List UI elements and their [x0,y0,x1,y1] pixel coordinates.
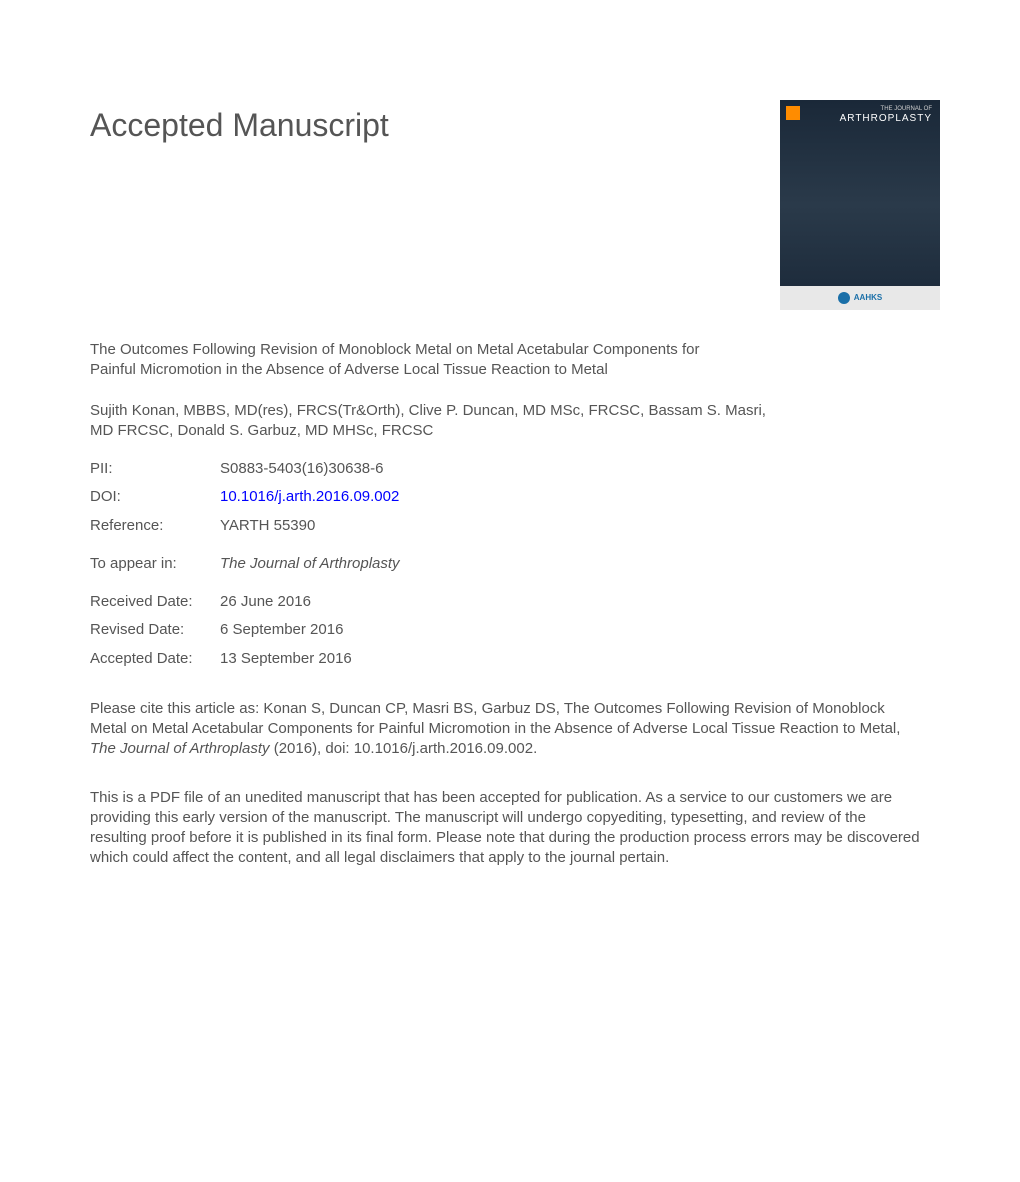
article-title: The Outcomes Following Revision of Monob… [90,340,730,381]
revised-date-row: Revised Date: 6 September 2016 [90,620,930,640]
journal-cover-thumbnail: THE JOURNAL OF ARTHROPLASTY AAHKS [780,100,940,310]
metadata-table: PII: S0883-5403(16)30638-6 DOI: 10.1016/… [90,459,930,536]
citation-prefix: Please cite this article as: Konan S, Du… [90,700,900,737]
received-date-row: Received Date: 26 June 2016 [90,592,930,612]
doi-row: DOI: 10.1016/j.arth.2016.09.002 [90,487,930,507]
dates-block: Received Date: 26 June 2016 Revised Date… [90,592,930,669]
to-appear-value: The Journal of Arthroplasty [220,554,400,574]
pii-row: PII: S0883-5403(16)30638-6 [90,459,930,479]
elsevier-logo-icon [786,106,800,120]
disclaimer-text: This is a PDF file of an unedited manusc… [90,788,920,869]
society-name: AAHKS [854,293,882,304]
reference-value: YARTH 55390 [220,516,315,536]
received-date-label: Received Date: [90,592,220,612]
citation-block: Please cite this article as: Konan S, Du… [90,699,910,760]
journal-cover-top-label: THE JOURNAL OF [840,106,932,113]
accepted-date-label: Accepted Date: [90,649,220,669]
revised-date-label: Revised Date: [90,620,220,640]
accepted-manuscript-heading: Accepted Manuscript [90,104,389,147]
journal-cover-name: ARTHROPLASTY [840,113,932,124]
received-date-value: 26 June 2016 [220,592,311,612]
citation-suffix: (2016), doi: 10.1016/j.arth.2016.09.002. [270,740,538,757]
journal-cover-bottom-bar: AAHKS [780,286,940,310]
citation-journal: The Journal of Arthroplasty [90,740,270,757]
revised-date-value: 6 September 2016 [220,620,343,640]
authors-list: Sujith Konan, MBBS, MD(res), FRCS(Tr&Ort… [90,401,790,442]
doi-label: DOI: [90,487,220,507]
accepted-date-row: Accepted Date: 13 September 2016 [90,649,930,669]
header-row: Accepted Manuscript THE JOURNAL OF ARTHR… [90,100,930,310]
accepted-date-value: 13 September 2016 [220,649,352,669]
reference-label: Reference: [90,516,220,536]
to-appear-label: To appear in: [90,554,220,574]
society-logo-icon [838,292,850,304]
pii-value: S0883-5403(16)30638-6 [220,459,383,479]
to-appear-row: To appear in: The Journal of Arthroplast… [90,554,930,574]
doi-link[interactable]: 10.1016/j.arth.2016.09.002 [220,487,399,507]
reference-row: Reference: YARTH 55390 [90,516,930,536]
pii-label: PII: [90,459,220,479]
journal-cover-title: THE JOURNAL OF ARTHROPLASTY [840,106,932,124]
